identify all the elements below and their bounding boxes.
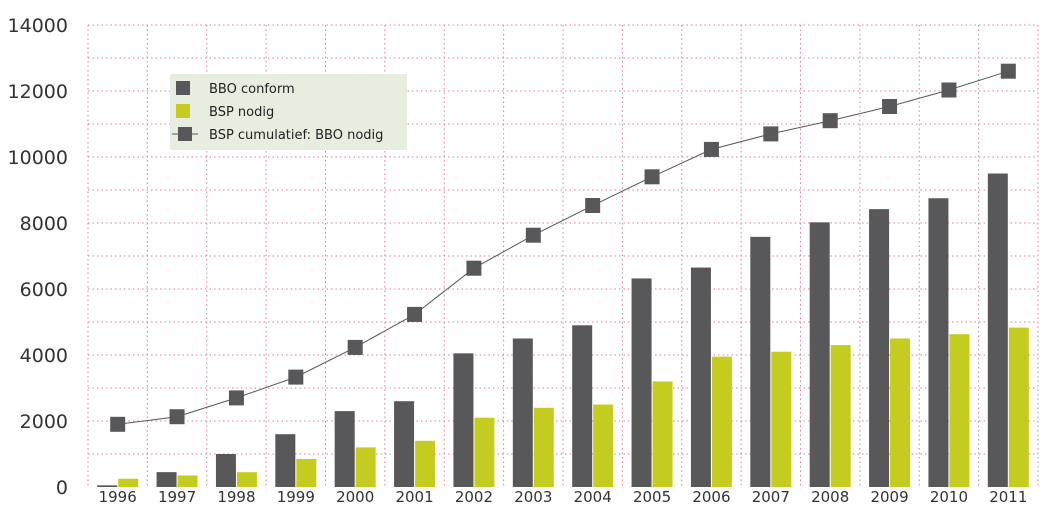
y-tick-label: 2000 (20, 411, 68, 433)
bar-bbo-conform (97, 485, 117, 487)
bar-bbo-conform (157, 472, 177, 487)
bar-bsp-nodig (415, 441, 435, 487)
legend-swatch (176, 104, 190, 118)
bar-bbo-conform (988, 174, 1008, 488)
line-point (763, 126, 778, 141)
line-point (941, 83, 956, 98)
y-tick-label: 10000 (8, 147, 68, 169)
x-tick-label: 2009 (870, 488, 908, 505)
x-tick-label: 1999 (277, 488, 315, 505)
x-tick-label: 1996 (99, 488, 137, 505)
line-point (1001, 64, 1016, 79)
legend-swatch (176, 81, 190, 95)
x-tick-label: 2003 (514, 488, 552, 505)
bar-bsp-nodig (593, 405, 613, 488)
bar-bsp-nodig (949, 334, 969, 487)
x-tick-label: 2004 (574, 488, 612, 505)
bar-bsp-nodig (534, 408, 554, 487)
bar-bbo-conform (691, 268, 711, 487)
y-tick-label: 14000 (8, 15, 68, 37)
line-point (229, 390, 244, 405)
x-tick-label: 2008 (811, 488, 849, 505)
bar-bsp-nodig (118, 479, 138, 487)
line-point (170, 409, 185, 424)
y-axis-ticks: 0 2000 4000 6000 8000 10000 12000 14000 (8, 15, 68, 499)
x-tick-label: 2002 (455, 488, 493, 505)
bar-bsp-nodig (831, 345, 851, 487)
x-tick-label: 2001 (395, 488, 433, 505)
bar-bsp-nodig (474, 418, 494, 487)
legend-swatch (178, 127, 192, 141)
bar-bbo-conform (810, 222, 830, 487)
bar-bbo-conform (335, 411, 355, 487)
bar-bsp-nodig (712, 357, 732, 487)
line-point (407, 307, 422, 322)
bar-bbo-conform (632, 278, 652, 487)
line-point (110, 417, 125, 432)
legend-label: BBO conform (209, 82, 295, 97)
x-tick-label: 2005 (633, 488, 671, 505)
legend-label: BSP cumulatief: BBO nodig (209, 128, 383, 143)
bar-bsp-nodig (653, 381, 673, 487)
bar-bsp-nodig (296, 459, 316, 487)
line-point (526, 228, 541, 243)
x-tick-label: 2000 (336, 488, 374, 505)
line-point (585, 198, 600, 213)
legend-label: BSP nodig (209, 105, 274, 120)
bar-bsp-nodig (237, 472, 257, 487)
bar-bsp-nodig (771, 352, 791, 487)
bar-bbo-conform (869, 209, 889, 487)
y-tick-label: 8000 (20, 213, 68, 235)
bar-bbo-conform (928, 198, 948, 487)
bar-bbo-conform (513, 339, 533, 488)
y-tick-label: 6000 (20, 279, 68, 301)
bar-bbo-conform (216, 454, 236, 487)
legend: BBO conform BSP nodig BSP cumulatief: BBO … (170, 74, 407, 150)
x-tick-label: 2006 (692, 488, 730, 505)
y-tick-label: 12000 (8, 81, 68, 103)
line-point (466, 261, 481, 276)
y-tick-label: 0 (56, 477, 68, 499)
line-point (823, 113, 838, 128)
y-tick-label: 4000 (20, 345, 68, 367)
bar-bsp-nodig (890, 339, 910, 488)
x-tick-label: 2011 (989, 488, 1027, 505)
bar-bsp-nodig (1009, 328, 1029, 487)
bar-bbo-conform (394, 401, 414, 487)
line-point (882, 99, 897, 114)
bar-bbo-conform (750, 237, 770, 487)
x-tick-label: 2007 (752, 488, 790, 505)
x-axis-ticks: 1996 1997 1998 1999 2000 2001 2002 2003 2004 2005… (99, 488, 1028, 505)
x-tick-label: 1998 (217, 488, 255, 505)
bar-bbo-conform (275, 434, 295, 487)
bar-bbo-conform (453, 353, 473, 487)
bar-bbo-conform (572, 325, 592, 487)
line-point (288, 370, 303, 385)
bar-bsp-nodig (178, 475, 198, 487)
x-tick-label: 2010 (930, 488, 968, 505)
bar-bsp-nodig (356, 447, 376, 487)
line-point (348, 340, 363, 355)
line-point (645, 169, 660, 184)
x-tick-label: 1997 (158, 488, 196, 505)
line-point (704, 142, 719, 157)
